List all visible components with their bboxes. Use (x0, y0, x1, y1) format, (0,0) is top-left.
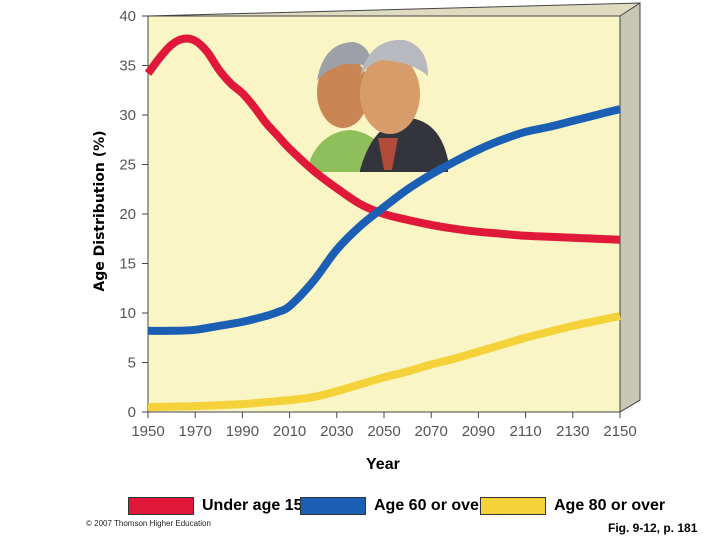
y-tick-label: 35 (119, 58, 136, 75)
legend-label-80-over: Age 80 or over (554, 497, 666, 514)
legend-item-60-over: Age 60 or over (300, 496, 485, 516)
x-tick-label: 1950 (131, 423, 164, 440)
series-line-60-over (147, 105, 621, 335)
series-line-80-over (147, 312, 621, 412)
elderly-couple-illustration (310, 39, 448, 172)
y-tick-label: 0 (128, 404, 136, 421)
y-tick-label: 5 (128, 355, 136, 372)
x-tick-label: 2010 (273, 423, 306, 440)
figure-reference: Fig. 9-12, p. 181 (608, 521, 698, 535)
series-lines (144, 34, 621, 412)
legend-swatch-60-over (300, 497, 366, 515)
legend-label-60-over: Age 60 or over (374, 497, 486, 514)
y-axis-ticks: 0 5 10 15 20 25 30 35 40 (119, 8, 148, 421)
legend-swatch-under-15 (128, 497, 194, 515)
y-tick-label: 30 (119, 107, 136, 124)
series-line-under-15 (144, 34, 621, 244)
copyright-notice: © 2007 Thomson Higher Education (86, 519, 211, 528)
y-tick-label: 40 (119, 8, 136, 25)
x-tick-label: 1970 (179, 423, 212, 440)
legend-label-under-15: Under age 15 (202, 497, 303, 514)
x-axis-ticks: 1950 1970 1990 2010 2030 2050 2070 2090 2110 2130… (131, 412, 637, 440)
y-tick-label: 15 (119, 256, 136, 273)
x-tick-label: 2090 (462, 423, 495, 440)
plot-right-face (619, 2, 641, 413)
x-tick-label: 2150 (603, 423, 636, 440)
x-tick-label: 1990 (226, 423, 259, 440)
y-axis-label: Age Distribution (%) (92, 130, 108, 291)
y-tick-label: 25 (119, 157, 136, 174)
legend-item-under-15: Under age 15 (128, 496, 302, 516)
y-tick-label: 10 (119, 305, 136, 322)
x-axis-label: Year (366, 456, 400, 473)
x-tick-label: 2130 (556, 423, 589, 440)
x-tick-label: 2030 (320, 423, 353, 440)
legend-item-80-over: Age 80 or over (480, 496, 665, 516)
x-tick-label: 2110 (509, 423, 541, 440)
y-tick-label: 20 (119, 206, 136, 223)
x-tick-label: 2050 (367, 423, 400, 440)
x-tick-label: 2070 (415, 423, 448, 440)
legend-swatch-80-over (480, 497, 546, 515)
